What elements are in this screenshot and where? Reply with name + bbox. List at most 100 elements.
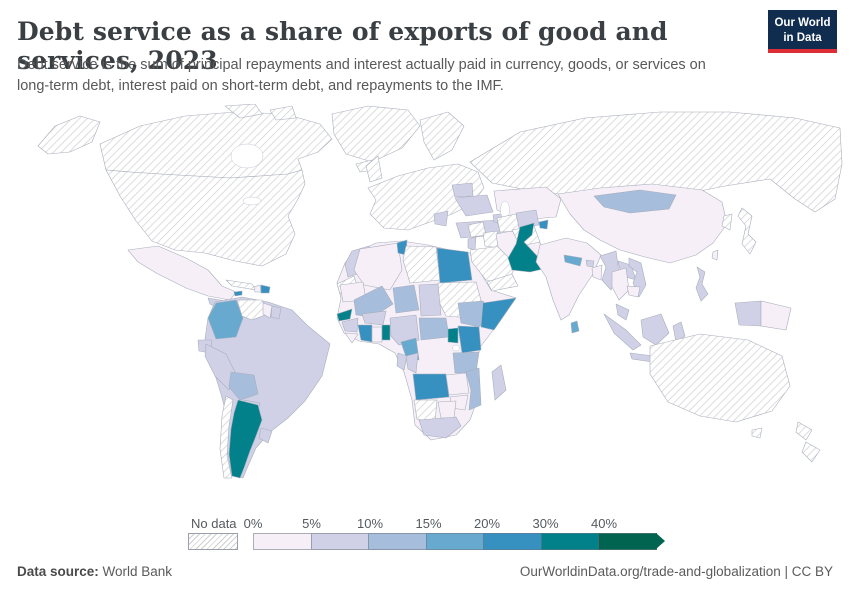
country-guyana[interactable] [262, 302, 273, 319]
country-venezuela[interactable] [236, 299, 269, 321]
hudson-bay [230, 143, 264, 169]
legend-seg-20-30[interactable] [483, 533, 542, 550]
country-botswana[interactable] [437, 400, 457, 419]
country-new-zealand-north[interactable] [795, 421, 813, 441]
country-arctic-islands[interactable] [224, 103, 263, 119]
country-mexico[interactable] [127, 245, 237, 301]
attribution-link[interactable]: OurWorldinData.org/trade-and-globalizati… [519, 564, 833, 579]
country-scandinavia[interactable] [419, 111, 465, 161]
great-lakes [242, 196, 262, 206]
country-uganda[interactable] [447, 327, 459, 344]
country-suriname[interactable] [270, 305, 282, 320]
country-madagascar[interactable] [491, 364, 507, 401]
country-nepal[interactable] [563, 254, 583, 267]
country-taiwan[interactable] [711, 249, 719, 261]
lake-victoria [452, 344, 460, 352]
country-guinea[interactable] [341, 317, 359, 333]
world-map [0, 103, 850, 508]
country-philippines[interactable] [695, 266, 709, 302]
legend-tick-0: 0% [243, 516, 263, 531]
page-title: Debt service as a share of exports of go… [17, 17, 668, 75]
country-togo-benin[interactable] [381, 324, 391, 341]
country-alaska[interactable] [37, 115, 101, 155]
no-data-swatch[interactable] [188, 533, 238, 550]
country-united-kingdom[interactable] [365, 155, 383, 183]
legend-tick-6: 40% [590, 516, 618, 531]
legend-seg-15-20[interactable] [425, 533, 484, 550]
country-cambodia[interactable] [626, 285, 641, 298]
country-argentina[interactable] [228, 399, 263, 479]
country-sierra-leone-liberia[interactable] [344, 332, 359, 344]
country-belarus[interactable] [451, 182, 474, 198]
country-south-korea[interactable] [721, 213, 733, 231]
country-burkina-faso[interactable] [361, 310, 387, 326]
country-niger[interactable] [392, 284, 420, 314]
country-india[interactable] [535, 237, 602, 321]
country-united-states[interactable] [105, 169, 306, 267]
country-bhutan[interactable] [585, 259, 595, 268]
country-haiti[interactable] [253, 284, 262, 293]
country-mongolia[interactable] [593, 189, 677, 214]
legend-tick-4: 20% [473, 516, 501, 531]
country-peru[interactable] [204, 343, 237, 391]
country-west-papua[interactable] [734, 300, 762, 327]
legend-tick-5: 30% [532, 516, 559, 531]
country-ghana[interactable] [371, 326, 383, 343]
country-senegal[interactable] [336, 308, 353, 322]
country-kenya[interactable] [457, 325, 482, 354]
country-colombia[interactable] [207, 299, 244, 340]
legend-seg-30-40[interactable] [540, 533, 599, 550]
country-zambia[interactable] [445, 372, 470, 396]
country-new-zealand-south[interactable] [801, 441, 821, 463]
data-source-value: World Bank [98, 564, 173, 579]
country-thailand[interactable] [611, 267, 630, 301]
legend-seg-40-plus[interactable] [598, 533, 657, 550]
country-south-africa[interactable] [418, 416, 462, 439]
country-sumatra[interactable] [603, 313, 642, 351]
country-tasmania[interactable] [751, 427, 763, 439]
legend-seg-5-10[interactable] [310, 533, 369, 550]
country-chad[interactable] [418, 283, 442, 317]
country-mali[interactable] [353, 285, 394, 318]
country-bangladesh[interactable] [591, 264, 603, 281]
country-gabon[interactable] [396, 352, 408, 371]
country-borneo[interactable] [640, 313, 670, 346]
country-kazakhstan[interactable] [493, 186, 562, 221]
owid-logo[interactable]: Our World in Data [768, 10, 837, 53]
no-data-label: No data [191, 516, 237, 531]
country-congo[interactable] [405, 352, 419, 374]
country-tajikistan[interactable] [538, 219, 549, 230]
country-uruguay[interactable] [258, 427, 273, 444]
country-arctic-islands2[interactable] [269, 105, 297, 121]
country-sulawesi[interactable] [672, 321, 686, 343]
country-malaysia[interactable] [615, 303, 630, 321]
country-chile[interactable] [219, 395, 234, 479]
country-jamaica[interactable] [233, 290, 243, 297]
country-ukraine[interactable] [454, 194, 494, 217]
legend-color-bar[interactable] [253, 533, 665, 550]
country-bolivia[interactable] [228, 371, 259, 401]
legend-seg-10-15[interactable] [368, 533, 427, 550]
country-japan[interactable] [737, 207, 757, 255]
chart-subtitle: Debt service is the sum of principal rep… [17, 57, 706, 94]
country-somalia[interactable] [480, 297, 517, 331]
country-egypt[interactable] [436, 247, 473, 284]
country-angola[interactable] [412, 373, 450, 401]
country-jordan[interactable] [467, 236, 477, 251]
country-australia[interactable] [649, 333, 791, 423]
country-papua-new-guinea[interactable] [760, 300, 792, 331]
country-cuba[interactable] [225, 279, 257, 291]
legend-seg-0-5[interactable] [253, 533, 312, 550]
country-central-african-republic[interactable] [418, 317, 450, 341]
country-libya[interactable] [402, 245, 441, 284]
country-balkans[interactable] [433, 210, 449, 227]
country-greenland[interactable] [331, 105, 421, 163]
legend-arrow [655, 533, 665, 549]
country-canada[interactable] [99, 111, 333, 179]
country-dominican-republic[interactable] [260, 284, 271, 294]
country-china[interactable] [557, 183, 728, 264]
country-sri-lanka[interactable] [570, 320, 580, 334]
country-yemen-oman[interactable] [486, 273, 519, 292]
country-mozambique[interactable] [465, 367, 482, 411]
